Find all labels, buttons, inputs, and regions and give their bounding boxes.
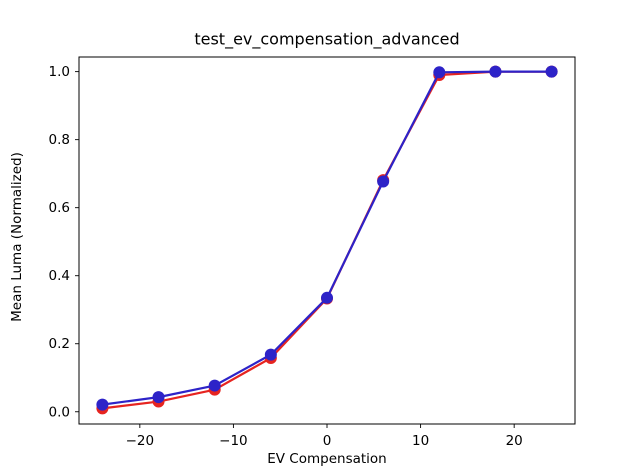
y-tick-label: 0.4 (49, 268, 70, 284)
x-axis-label: EV Compensation (267, 451, 387, 467)
y-tick-label: 0.0 (49, 404, 70, 420)
red-series-line (101, 70, 553, 410)
y-tick-label: 1.0 (49, 64, 70, 80)
y-tick-label: 0.6 (49, 200, 70, 216)
x-tick-label: 10 (412, 433, 429, 449)
chart-title: test_ev_compensation_advanced (194, 29, 460, 49)
axes-border (78, 56, 576, 425)
blue-series-point (264, 348, 277, 361)
blue-series-point (96, 398, 109, 411)
x-tick-label: 0 (323, 433, 332, 449)
y-axis-label: Mean Luma (Normalized) (9, 152, 25, 322)
blue-series-point (321, 291, 333, 304)
blue-series-point (377, 175, 390, 188)
x-tick-label: −10 (219, 433, 248, 449)
blue-series-point (433, 66, 446, 79)
blue-series-point (152, 391, 165, 404)
blue-series-line (101, 70, 553, 406)
x-tick-label: 20 (506, 433, 523, 449)
y-tick-label: 0.2 (49, 336, 70, 352)
blue-series-point (208, 379, 221, 392)
x-tick-label: −20 (126, 433, 155, 449)
blue-series-point (545, 65, 558, 78)
y-tick-label: 0.8 (49, 132, 70, 148)
blue-series-point (489, 65, 502, 78)
